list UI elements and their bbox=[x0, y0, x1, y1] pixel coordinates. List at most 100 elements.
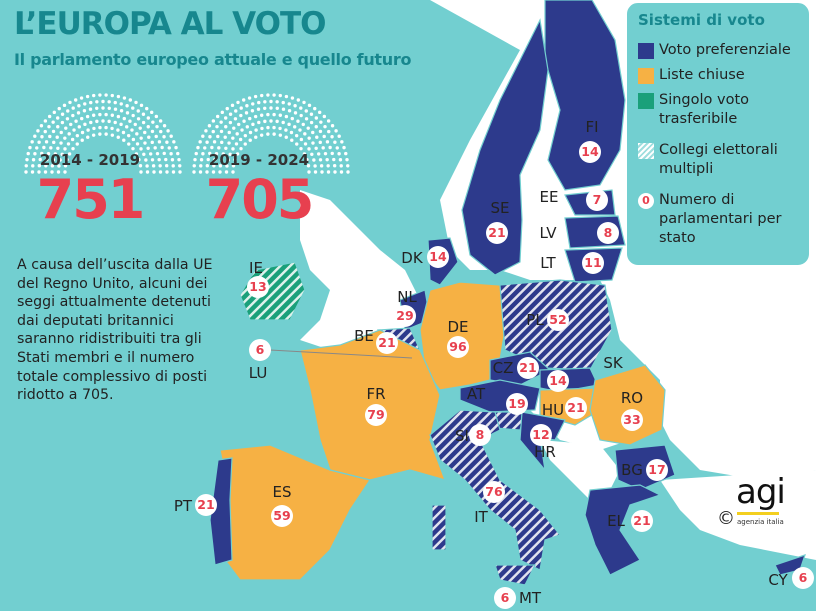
seat-dot bbox=[253, 114, 258, 119]
seat-dot bbox=[51, 158, 56, 162]
seat-dot bbox=[80, 138, 84, 142]
seat-dot bbox=[220, 110, 225, 115]
seat-badge-si: 8 bbox=[469, 424, 491, 446]
seat-dot bbox=[74, 119, 78, 123]
seat-dot bbox=[307, 103, 312, 108]
brexit-note: A causa dell’uscita dalla UE del Regno U… bbox=[17, 257, 213, 404]
seat-badge-ee: 7 bbox=[586, 189, 608, 211]
seat-dot bbox=[46, 151, 51, 156]
country-shape-it-sicily bbox=[494, 564, 536, 586]
seat-dot bbox=[299, 137, 304, 142]
seat-dot bbox=[192, 170, 196, 174]
seat-dot bbox=[76, 111, 81, 115]
seat-dot bbox=[172, 140, 176, 144]
seat-dot bbox=[48, 134, 52, 139]
seat-dot bbox=[275, 106, 279, 111]
seat-badge-ie: 13 bbox=[247, 276, 269, 298]
seat-badge-it: 76 bbox=[483, 481, 505, 503]
seat-dot bbox=[333, 140, 337, 144]
seat-dot bbox=[45, 157, 49, 162]
seat-dot bbox=[213, 157, 217, 162]
seat-dot bbox=[116, 114, 121, 119]
seat-dot bbox=[225, 106, 229, 111]
seat-dot bbox=[313, 170, 318, 174]
seat-dot bbox=[37, 164, 42, 168]
seat-dot bbox=[299, 106, 303, 110]
seat-dot bbox=[224, 125, 228, 129]
seat-dot bbox=[193, 157, 197, 162]
seat-dot bbox=[278, 133, 283, 137]
seat-dot bbox=[223, 135, 227, 139]
seat-dot bbox=[318, 140, 322, 145]
seat-dot bbox=[44, 164, 48, 168]
seat-dot bbox=[95, 106, 99, 111]
seat-badge-el: 21 bbox=[631, 510, 653, 532]
seat-badge-cy: 6 bbox=[792, 567, 814, 589]
seat-dot bbox=[319, 120, 323, 124]
seat-dot bbox=[253, 94, 258, 99]
seat-dot bbox=[281, 107, 286, 111]
country-label-lu: LU bbox=[248, 364, 268, 382]
seat-dot bbox=[47, 114, 52, 119]
seat-dot bbox=[134, 152, 139, 156]
seat-dot bbox=[287, 122, 291, 127]
seat-dot bbox=[134, 100, 138, 105]
seat-dot bbox=[150, 158, 155, 162]
seat-dot bbox=[215, 114, 220, 119]
seat-dot bbox=[231, 170, 235, 174]
country-shape-fi bbox=[544, 0, 626, 191]
seat-dot bbox=[125, 104, 129, 108]
seat-dot bbox=[30, 140, 34, 144]
country-label-at: AT bbox=[466, 385, 486, 403]
seat-dot bbox=[126, 133, 131, 138]
seat-dot bbox=[216, 134, 220, 139]
seat-badge-bg: 17 bbox=[646, 459, 668, 481]
legend-item-seat-count: 0 Numero di parlamentari per stato bbox=[638, 191, 788, 248]
seat-dot bbox=[311, 141, 315, 145]
seat-badge-se: 21 bbox=[486, 222, 508, 244]
seat-dot bbox=[240, 128, 244, 132]
seat-badge-lu: 6 bbox=[249, 339, 271, 361]
seat-dot bbox=[338, 158, 343, 162]
seat-dot bbox=[235, 132, 239, 136]
seat-dot bbox=[28, 145, 32, 150]
seat-dot bbox=[139, 170, 143, 174]
seat-dot bbox=[68, 100, 72, 105]
seat-dot bbox=[206, 157, 210, 162]
seat-dot bbox=[325, 140, 330, 144]
seat-dot bbox=[71, 113, 75, 118]
country-label-ie: IE bbox=[249, 259, 263, 277]
seat-dot bbox=[318, 158, 323, 162]
seat-dot bbox=[131, 137, 136, 142]
country-label-cz: CZ bbox=[492, 359, 514, 377]
country-label-ee: EE bbox=[539, 188, 559, 206]
seat-dot bbox=[196, 145, 200, 150]
seat-dot bbox=[301, 122, 305, 127]
seat-dot bbox=[250, 109, 255, 113]
seat-dot bbox=[150, 140, 154, 145]
seat-badge-fi: 14 bbox=[579, 141, 601, 163]
seat-dot bbox=[266, 93, 270, 97]
seat-dot bbox=[92, 93, 96, 98]
seat-dot bbox=[35, 146, 39, 150]
seat-dot bbox=[98, 132, 102, 136]
seat-dot bbox=[116, 94, 121, 99]
seat-dot bbox=[319, 164, 324, 168]
seat-dot bbox=[237, 122, 241, 127]
seat-dot bbox=[86, 135, 90, 139]
seat-dot bbox=[290, 116, 294, 121]
seat-dot bbox=[207, 124, 212, 128]
seat-dot bbox=[104, 112, 108, 117]
seat-dot bbox=[169, 134, 173, 138]
seat-dot bbox=[260, 93, 264, 98]
seat-dot bbox=[299, 146, 303, 151]
seat-dot bbox=[247, 96, 252, 100]
seat-dot bbox=[251, 102, 255, 106]
seat-dot bbox=[293, 104, 297, 108]
seat-dot bbox=[198, 140, 202, 144]
seat-dot bbox=[296, 98, 301, 102]
seat-dot bbox=[50, 170, 54, 174]
seat-dot bbox=[24, 164, 28, 168]
seat-dot bbox=[263, 106, 267, 111]
seat-dot bbox=[339, 170, 344, 174]
